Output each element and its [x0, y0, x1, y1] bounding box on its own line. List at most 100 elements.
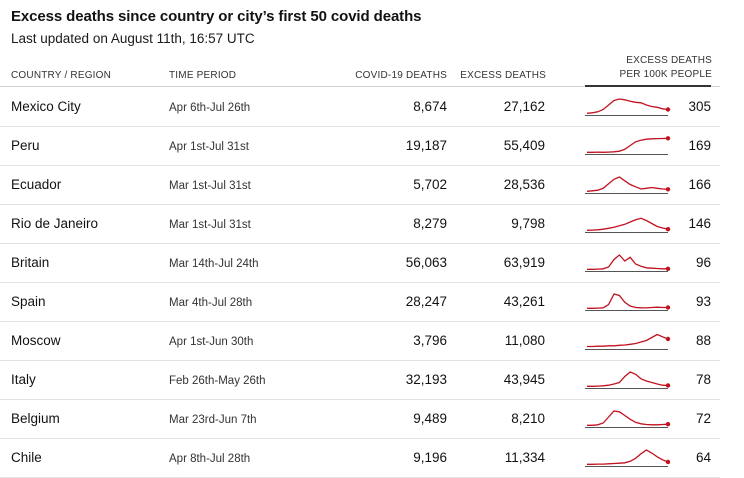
header-per100k-line1: EXCESS DEATHS — [626, 55, 712, 66]
excess-per100k-value: 72 — [695, 411, 711, 426]
excess-per100k-value: 305 — [688, 99, 711, 114]
time-period: Apr 1st-Jul 31st — [169, 141, 249, 153]
covid-deaths-value: 9,489 — [413, 411, 447, 426]
excess-deaths-sparkline — [585, 136, 671, 155]
sparkline-end-dot — [665, 459, 671, 465]
time-period: Apr 1st-Jun 30th — [169, 336, 254, 348]
table-row: Chile Apr 8th-Jul 28th 9,196 11,334 64 — [0, 439, 720, 478]
sparkline-end-dot — [665, 383, 671, 388]
row-divider — [0, 360, 720, 361]
sparkline-series — [586, 176, 669, 192]
per100k-header-rule — [585, 85, 711, 87]
country-name: Chile — [11, 450, 42, 465]
chart-title: Excess deaths since country or city’s fi… — [11, 8, 422, 25]
country-name: Italy — [11, 372, 36, 387]
table-row: Belgium Mar 23rd-Jun 7th 9,489 8,210 72 — [0, 400, 720, 439]
header-time-period: TIME PERIOD — [169, 70, 237, 81]
table-row: Italy Feb 26th-May 26th 32,193 43,945 78 — [0, 361, 720, 400]
time-period: Mar 1st-Jul 31st — [169, 219, 251, 231]
header-divider — [0, 86, 720, 87]
excess-deaths-value: 43,261 — [503, 294, 545, 309]
covid-deaths-value: 32,193 — [405, 372, 447, 387]
country-name: Mexico City — [11, 99, 81, 114]
covid-deaths-value: 19,187 — [405, 138, 447, 153]
table-row: Mexico City Apr 6th-Jul 26th 8,674 27,162 30… — [0, 88, 720, 127]
excess-deaths-value: 43,945 — [503, 372, 545, 387]
header-covid-deaths: COVID-19 DEATHS — [355, 70, 447, 81]
header-excess-deaths: EXCESS DEATHS — [460, 70, 546, 81]
excess-deaths-sparkline — [585, 333, 671, 350]
time-period: Mar 4th-Jul 28th — [169, 297, 253, 309]
excess-deaths-sparkline — [585, 254, 671, 272]
excess-deaths-sparkline — [585, 176, 671, 194]
excess-per100k-value: 166 — [688, 177, 711, 192]
covid-deaths-value: 28,247 — [405, 294, 447, 309]
row-divider — [0, 126, 720, 127]
excess-per100k-value: 96 — [695, 255, 711, 270]
covid-deaths-value: 56,063 — [405, 255, 447, 270]
sparkline-end-dot — [665, 266, 671, 271]
excess-deaths-sparkline — [585, 293, 671, 311]
excess-deaths-value: 8,210 — [511, 411, 545, 426]
time-period: Feb 26th-May 26th — [169, 375, 266, 387]
row-divider — [0, 243, 720, 244]
covid-deaths-value: 8,674 — [413, 99, 447, 114]
time-period: Apr 6th-Jul 26th — [169, 102, 251, 114]
excess-deaths-sparkline — [585, 371, 671, 389]
row-divider — [0, 165, 720, 166]
sparkline-series — [586, 217, 669, 231]
sparkline-series — [586, 98, 669, 114]
last-updated: Last updated on August 11th, 16:57 UTC — [11, 31, 255, 46]
row-divider — [0, 321, 720, 322]
country-name: Moscow — [11, 333, 61, 348]
table-row: Peru Apr 1st-Jul 31st 19,187 55,409 169 — [0, 127, 720, 166]
excess-deaths-value: 9,798 — [511, 216, 545, 231]
covid-deaths-value: 8,279 — [413, 216, 447, 231]
excess-deaths-value: 11,334 — [504, 450, 545, 465]
time-period: Apr 8th-Jul 28th — [169, 453, 251, 465]
sparkline-series — [587, 137, 669, 153]
country-name: Spain — [11, 294, 46, 309]
sparkline-series — [587, 410, 669, 426]
table-row: Britain Mar 14th-Jul 24th 56,063 63,919 96 — [0, 244, 720, 283]
excess-deaths-value: 27,162 — [503, 99, 545, 114]
excess-per100k-value: 64 — [695, 450, 711, 465]
country-name: Rio de Janeiro — [11, 216, 99, 231]
excess-deaths-sparkline — [585, 410, 671, 428]
sparkline-end-dot — [665, 422, 671, 427]
row-divider — [0, 204, 720, 205]
sparkline-series — [587, 254, 668, 270]
sparkline-end-dot — [665, 107, 671, 112]
table-row: Ecuador Mar 1st-Jul 31st 5,702 28,536 166 — [0, 166, 720, 205]
excess-per100k-value: 88 — [695, 333, 711, 348]
sparkline-series — [587, 293, 668, 309]
sparkline-end-dot — [665, 187, 671, 192]
excess-deaths-value: 55,409 — [503, 138, 545, 153]
country-name: Britain — [11, 255, 50, 270]
sparkline-end-dot — [665, 136, 671, 141]
excess-per100k-value: 93 — [695, 294, 711, 309]
header-per100k-line2: PER 100K PEOPLE — [619, 69, 712, 80]
country-name: Peru — [11, 138, 40, 153]
covid-deaths-value: 3,796 — [413, 333, 447, 348]
country-name: Belgium — [11, 411, 60, 426]
row-divider — [0, 282, 720, 283]
excess-deaths-value: 11,080 — [504, 333, 545, 348]
excess-per100k-value: 146 — [688, 216, 711, 231]
excess-deaths-sparkline — [585, 98, 671, 116]
sparkline-end-dot — [665, 305, 671, 310]
covid-deaths-value: 5,702 — [413, 177, 447, 192]
covid-deaths-value: 9,196 — [413, 450, 447, 465]
time-period: Mar 1st-Jul 31st — [169, 180, 251, 192]
sparkline-series — [587, 449, 669, 465]
row-divider — [0, 399, 720, 400]
excess-deaths-value: 28,536 — [503, 177, 545, 192]
excess-per100k-value: 169 — [688, 138, 711, 153]
country-name: Ecuador — [11, 177, 62, 192]
table-row: Rio de Janeiro Mar 1st-Jul 31st 8,279 9,798… — [0, 205, 720, 244]
sparkline-end-dot — [665, 227, 671, 232]
sparkline-end-dot — [665, 336, 671, 342]
time-period: Mar 23rd-Jun 7th — [169, 414, 257, 426]
excess-per100k-value: 78 — [695, 372, 711, 387]
excess-deaths-sparkline — [585, 217, 671, 233]
